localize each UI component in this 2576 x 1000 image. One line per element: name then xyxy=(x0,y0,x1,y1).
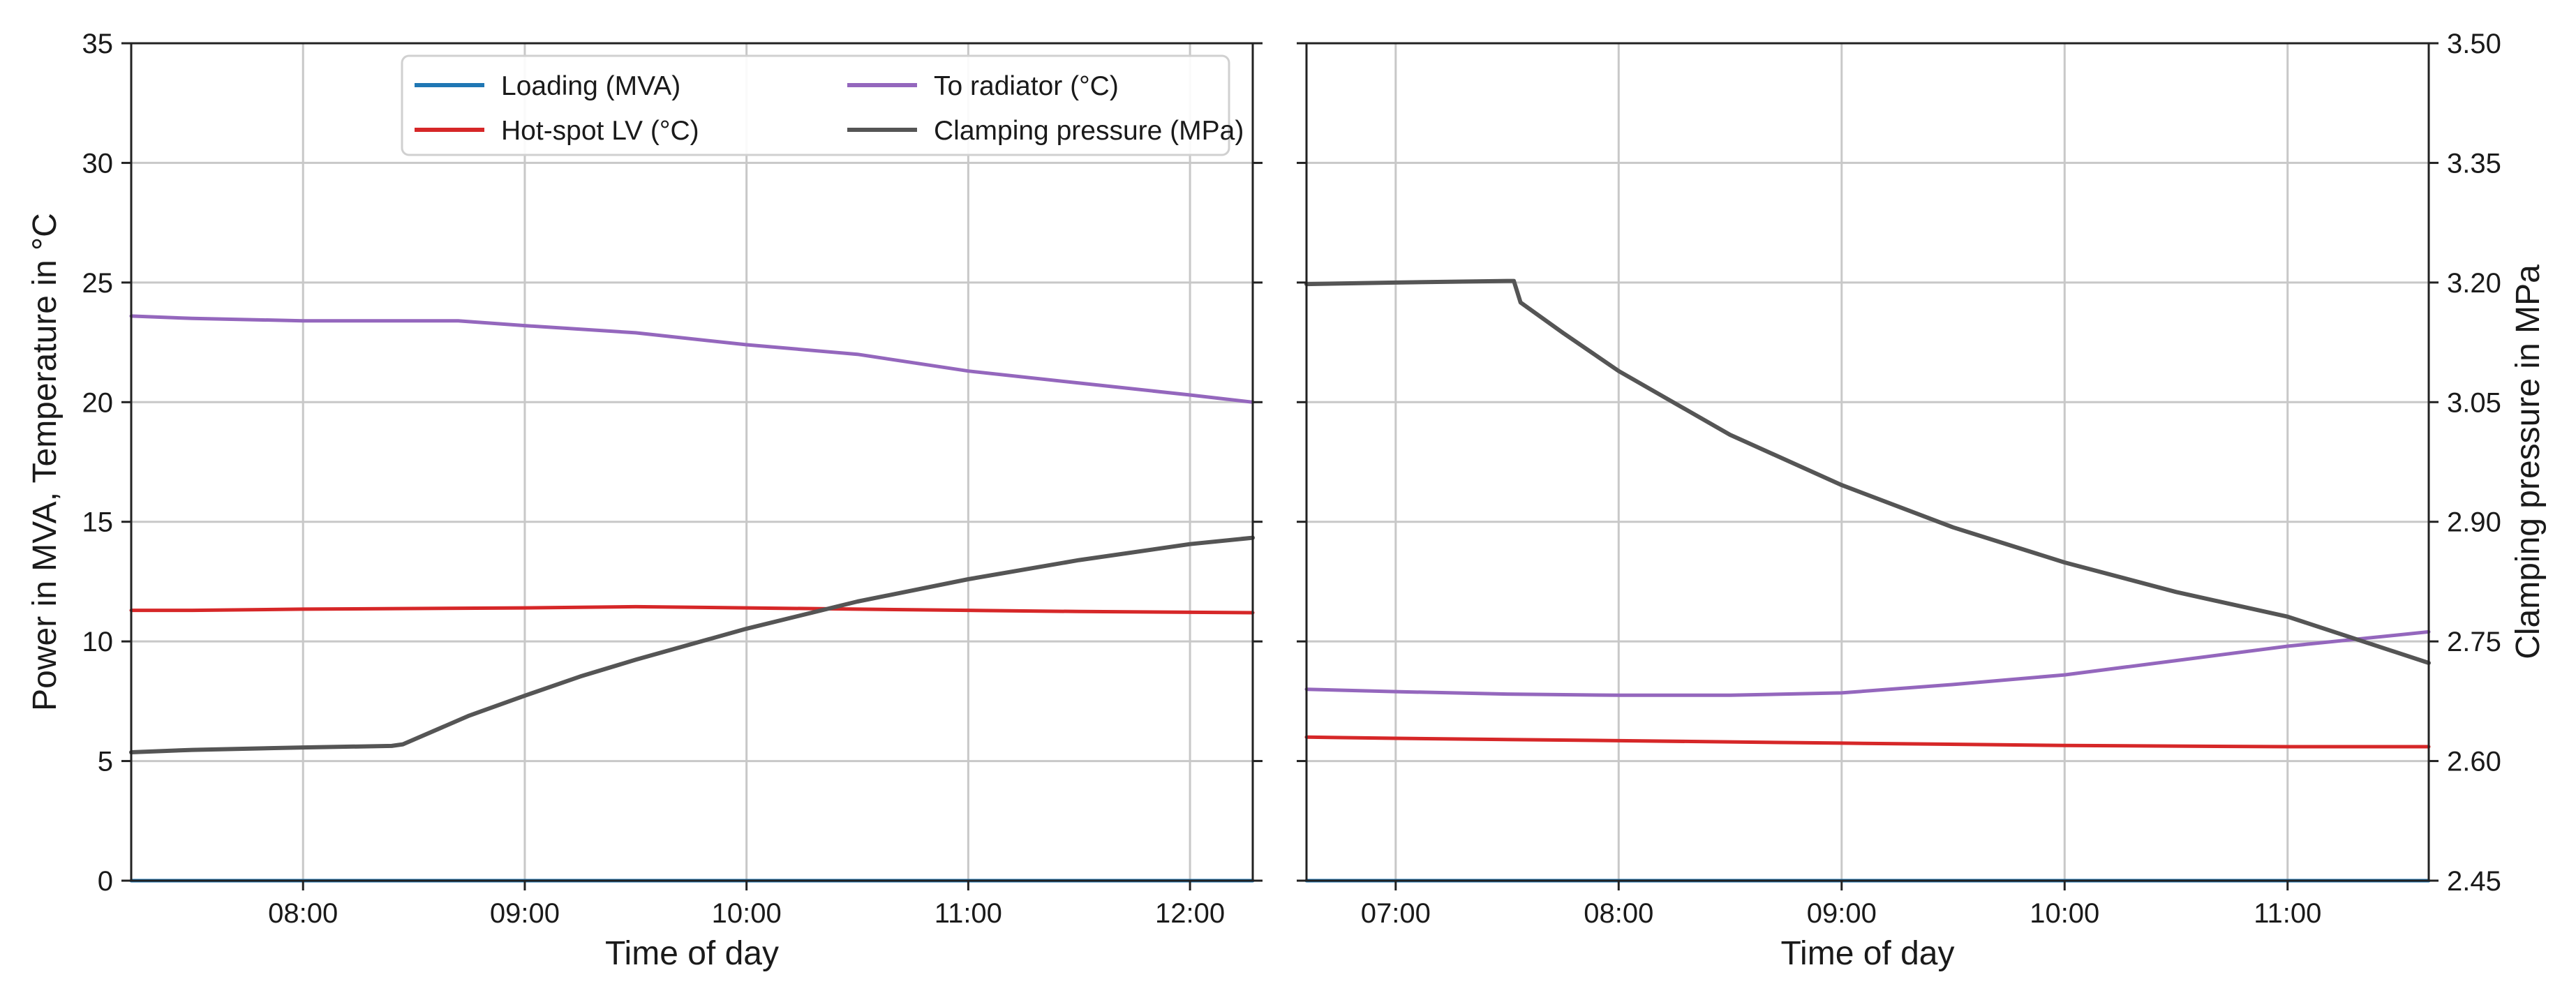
y-tick-label: 35 xyxy=(82,29,114,59)
right-y2-axis-title: Clamping pressure in MPa xyxy=(2510,264,2547,659)
y-tick-label: 30 xyxy=(82,148,114,179)
y-tick-label: 15 xyxy=(82,507,114,538)
y-tick-label: 25 xyxy=(82,268,114,299)
left-panel-frame xyxy=(130,42,1254,882)
legend: Loading (MVA) To radiator (°C) Hot-spot LV… xyxy=(401,54,1244,156)
y2-tick-label: 3.35 xyxy=(2447,148,2501,179)
x-tick-label: 12:00 xyxy=(1155,898,1225,929)
x-tick-label: 10:00 xyxy=(712,898,782,929)
legend-label-radiator: To radiator (°C) xyxy=(934,71,1119,101)
x-tick-label: 09:00 xyxy=(1807,898,1877,929)
y2-tick-label: 2.45 xyxy=(2447,866,2501,897)
series-line-clamping xyxy=(129,535,1255,754)
series-line-radiator xyxy=(1304,629,2431,697)
right-panel-frame xyxy=(1305,42,2430,882)
left-y-axis-title: Power in MVA, Temperature in °C xyxy=(27,213,64,711)
right-panel: 07:00 08:00 09:00 10:00 11:00 2.45 2.60 2.75 2.9… xyxy=(1297,29,2547,972)
left-x-axis-title: Time of day xyxy=(605,935,779,972)
right-panel-ticks: 07:00 08:00 09:00 10:00 11:00 2.45 2.60 2.75 2.9… xyxy=(1297,29,2501,929)
x-tick-label: 11:00 xyxy=(2254,898,2321,929)
x-tick-label: 11:00 xyxy=(935,898,1002,929)
series-line-clamping xyxy=(1304,278,2431,665)
plot-frame xyxy=(1305,42,2430,882)
y2-tick-label: 2.90 xyxy=(2447,507,2501,538)
series-line-hotspot xyxy=(1304,735,2431,749)
y-tick-label: 0 xyxy=(98,866,113,897)
y2-tick-label: 3.20 xyxy=(2447,268,2501,299)
x-tick-label: 08:00 xyxy=(1584,898,1653,929)
y2-tick-label: 2.60 xyxy=(2447,747,2501,777)
left-panel-ticks: 08:00 09:00 10:00 11:00 12:00 0 5 10 15 20 25 30 35 xyxy=(82,29,1263,929)
y2-tick-label: 3.50 xyxy=(2447,29,2501,59)
legend-box xyxy=(401,54,1230,156)
right-x-axis-title: Time of day xyxy=(1781,935,1955,972)
legend-label-loading: Loading (MVA) xyxy=(501,71,680,101)
series-line-hotspot xyxy=(129,604,1255,615)
plot-frame xyxy=(130,42,1254,882)
left-panel: 08:00 09:00 10:00 11:00 12:0005101520253035 … xyxy=(27,29,1263,972)
y-tick-label: 10 xyxy=(82,627,114,657)
legend-label-hotspot: Hot-spot LV (°C) xyxy=(501,116,699,146)
x-tick-label: 07:00 xyxy=(1361,898,1431,929)
series-line-radiator xyxy=(129,314,1255,404)
y2-tick-label: 3.05 xyxy=(2447,387,2501,418)
legend-label-clamping: Clamping pressure (MPa) xyxy=(934,116,1244,146)
y-tick-label: 5 xyxy=(98,747,113,777)
x-tick-label: 10:00 xyxy=(2030,898,2099,929)
x-tick-label: 08:00 xyxy=(268,898,338,929)
y2-tick-label: 2.75 xyxy=(2447,627,2501,657)
y-tick-label: 20 xyxy=(82,387,114,418)
x-tick-label: 09:00 xyxy=(490,898,560,929)
